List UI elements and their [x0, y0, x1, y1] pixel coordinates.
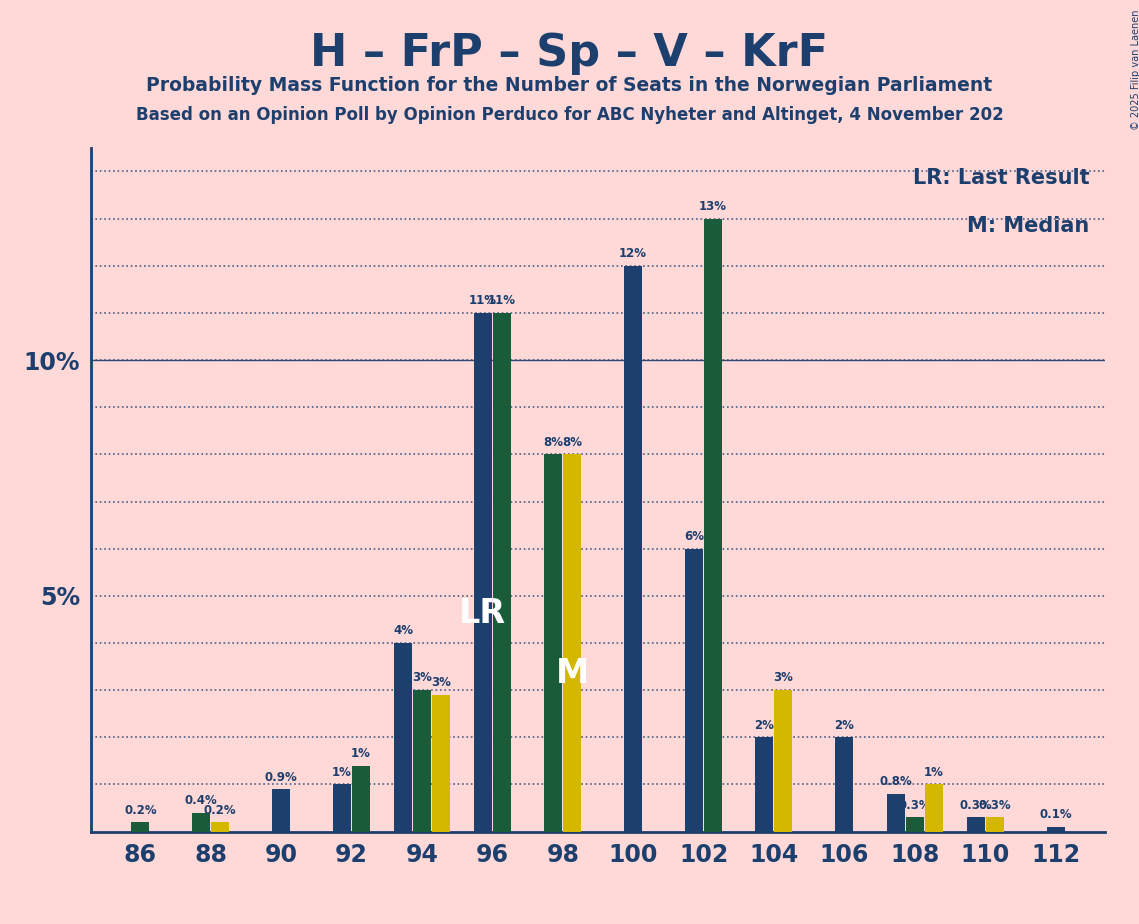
Text: 0.8%: 0.8% — [879, 775, 912, 788]
Bar — [544, 455, 563, 832]
Text: 3%: 3% — [431, 676, 451, 689]
Text: 1%: 1% — [924, 766, 944, 779]
Bar — [493, 313, 511, 832]
Bar — [394, 643, 412, 832]
Text: 0.4%: 0.4% — [185, 794, 218, 807]
Bar — [211, 822, 229, 832]
Bar — [624, 266, 642, 832]
Text: 2%: 2% — [754, 719, 775, 732]
Bar — [564, 455, 581, 832]
Bar — [1047, 827, 1065, 832]
Text: 4%: 4% — [393, 625, 413, 638]
Bar — [887, 794, 904, 832]
Text: 0.3%: 0.3% — [899, 798, 931, 812]
Text: 1%: 1% — [351, 747, 371, 760]
Text: M: M — [556, 657, 589, 689]
Text: 0.3%: 0.3% — [978, 798, 1011, 812]
Bar — [474, 313, 492, 832]
Bar — [967, 818, 985, 832]
Text: Probability Mass Function for the Number of Seats in the Norwegian Parliament: Probability Mass Function for the Number… — [147, 76, 992, 95]
Text: 13%: 13% — [699, 200, 727, 213]
Bar — [413, 690, 431, 832]
Text: 11%: 11% — [487, 294, 516, 307]
Text: Based on an Opinion Poll by Opinion Perduco for ABC Nyheter and Altinget, 4 Nove: Based on an Opinion Poll by Opinion Perd… — [136, 106, 1003, 124]
Text: M: Median: M: Median — [967, 216, 1090, 237]
Text: 11%: 11% — [469, 294, 497, 307]
Text: 8%: 8% — [563, 436, 582, 449]
Bar — [925, 784, 943, 832]
Text: 2%: 2% — [835, 719, 854, 732]
Bar — [131, 822, 149, 832]
Bar — [432, 695, 450, 832]
Bar — [333, 784, 351, 832]
Text: 8%: 8% — [543, 436, 564, 449]
Text: 0.1%: 0.1% — [1039, 808, 1072, 821]
Text: 12%: 12% — [620, 247, 647, 260]
Bar — [352, 766, 370, 832]
Bar — [755, 737, 773, 832]
Text: LR: LR — [459, 597, 507, 630]
Text: 1%: 1% — [333, 766, 352, 779]
Text: 0.9%: 0.9% — [264, 771, 297, 784]
Text: 0.2%: 0.2% — [204, 804, 237, 817]
Bar — [192, 813, 211, 832]
Bar — [685, 549, 703, 832]
Text: © 2025 Filip van Laenen: © 2025 Filip van Laenen — [1131, 9, 1139, 129]
Bar — [906, 818, 924, 832]
Text: 3%: 3% — [412, 672, 432, 685]
Bar — [704, 219, 722, 832]
Bar — [985, 818, 1003, 832]
Text: 0.3%: 0.3% — [959, 798, 992, 812]
Text: H – FrP – Sp – V – KrF: H – FrP – Sp – V – KrF — [311, 32, 828, 76]
Bar — [775, 690, 793, 832]
Text: 6%: 6% — [685, 530, 704, 543]
Bar — [835, 737, 853, 832]
Text: 3%: 3% — [773, 672, 794, 685]
Bar — [272, 789, 290, 832]
Text: LR: Last Result: LR: Last Result — [913, 168, 1090, 188]
Text: 0.2%: 0.2% — [124, 804, 157, 817]
